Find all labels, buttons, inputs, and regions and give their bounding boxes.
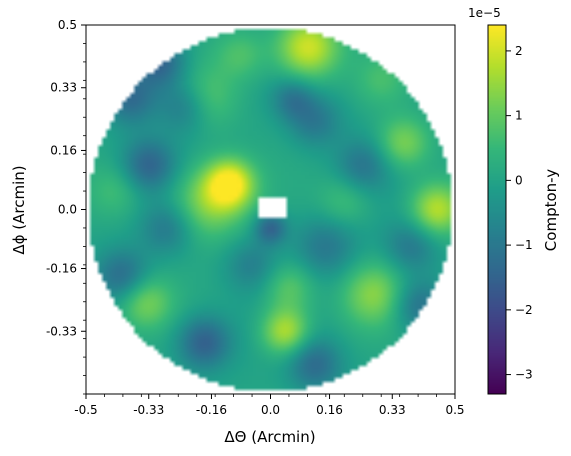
colorbar-ticks: 2 1 0 −1 −2 −3: [506, 44, 533, 382]
x-tick-label: -0.5: [74, 403, 97, 417]
heatmap-plot: [85, 24, 456, 395]
colorbar-tick-label: 2: [515, 44, 523, 58]
colorbar-tick-label: 1: [515, 109, 523, 123]
y-tick-label: 0.5: [58, 18, 77, 32]
colorbar: 2 1 0 −1 −2 −3 1e−5 Compton-y: [468, 6, 560, 395]
y-tick-label: 0.33: [50, 81, 77, 95]
x-tick-label: 0.16: [316, 403, 343, 417]
y-tick-label: 0.0: [58, 203, 77, 217]
x-axis-label: ΔΘ (Arcmin): [224, 428, 315, 446]
x-axis-ticks: -0.5 -0.33 -0.16 0.0 0.16 0.33 0.5: [74, 394, 465, 417]
y-tick-label: -0.16: [46, 262, 77, 276]
x-tick-label: -0.16: [196, 403, 227, 417]
colorbar-tick-label: −3: [515, 368, 533, 382]
x-tick-label: 0.33: [379, 403, 406, 417]
x-tick-label: -0.33: [133, 403, 164, 417]
colorbar-tick-label: 0: [515, 173, 523, 187]
colorbar-tick-label: −2: [515, 303, 533, 317]
colorbar-gradient: [488, 25, 506, 394]
colorbar-label: Compton-y: [542, 169, 560, 251]
colorbar-multiplier: 1e−5: [468, 6, 501, 20]
colorbar-tick-label: −1: [515, 238, 533, 252]
y-axis-ticks: 0.5 0.33 0.16 0.0 -0.16 -0.33: [46, 18, 86, 395]
x-tick-label: 0.0: [261, 403, 280, 417]
heatmap-image: [86, 25, 455, 394]
y-tick-label: 0.16: [50, 143, 77, 157]
colorbar-frame: [487, 24, 507, 395]
y-tick-label: -0.33: [46, 324, 77, 338]
y-axis-label: Δϕ (Arcmin): [10, 165, 28, 254]
x-tick-label: 0.5: [445, 403, 464, 417]
